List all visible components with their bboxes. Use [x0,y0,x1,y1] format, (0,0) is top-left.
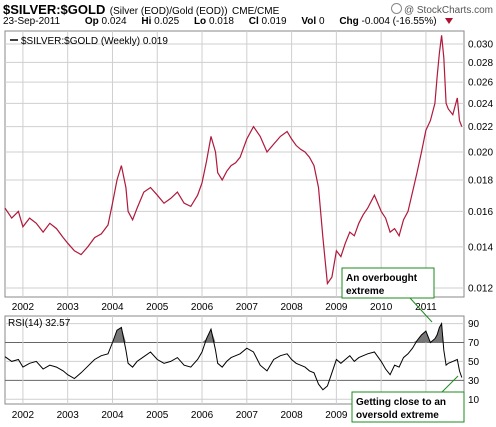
rsi-plot-frame [4,315,465,405]
overbought-line-1: An overbought [346,273,418,284]
title-row: $SILVER:$GOLD (Silver (EOD)/Gold (EOD)) … [3,1,279,19]
cl-label: Cl [248,16,259,27]
symbol-title: $SILVER:$GOLD [3,2,106,17]
price-x-tick: 2008 [280,302,303,313]
ohlc-row: 23-Sep-2011 Op 0.024 Hi 0.025 Lo 0.018 C… [3,16,493,27]
rsi-series-line [4,321,463,391]
chg-label: Chg [339,16,359,27]
price-y-tick: 0.024 [468,99,493,110]
price-y-tick: 0.028 [468,58,493,69]
brand-text: @ StockCharts.com [403,5,493,16]
rsi-x-tick: 2009 [325,410,348,421]
exchange-label: CME/CME [232,6,280,17]
price-x-tick: 2011 [415,302,437,313]
price-y-tick: 0.020 [468,147,493,158]
price-y-tick: 0.016 [468,207,493,218]
rsi-fill-areas [112,323,444,343]
price-legend-text: $SILVER:$GOLD (Weekly) 0.019 [21,36,168,47]
vol-value: 0 [318,16,325,27]
price-y-tick: 0.022 [468,122,493,133]
price-x-tick: 2009 [325,302,348,313]
cl-value: 0.019 [261,16,287,27]
price-x-ticks: 2002 2003 2004 2005 2006 2007 2008 2009 2010 2011 [12,302,437,313]
oversold-arrow [441,375,459,393]
price-y-tick: 0.030 [468,39,493,50]
oversold-line-2: oversold extreme [356,410,439,421]
vol-label: Vol [301,16,317,27]
rsi-x-tick: 2004 [101,410,124,421]
price-x-tick: 2003 [57,302,80,313]
op-label: Op [84,16,99,27]
oversold-annotation: Getting close to an oversold extreme [351,375,465,423]
rsi-y-tick: 70 [468,338,480,349]
overbought-annotation: An overbought extreme [341,267,435,323]
rsi-y-tick: 90 [468,319,480,330]
chart-header: $SILVER:$GOLD (Silver (EOD)/Gold (EOD)) … [3,1,493,31]
rsi-overbought-fill [412,331,431,343]
rsi-overbought-fill [430,323,444,343]
rsi-x-tick: 2006 [191,410,214,421]
price-panel: 0.030 0.028 0.026 0.024 0.022 0.020 0.018 0.016… [4,30,493,298]
lo-label: Lo [193,16,207,27]
lo-value: 0.018 [208,16,234,27]
price-x-tick: 2004 [101,302,124,313]
oversold-box [351,391,465,423]
rsi-panel: 90 70 50 30 10 RSI(14) 32.57 [4,315,480,406]
date-label: 23-Sep-2011 [3,16,61,27]
rsi-x-tick: 2007 [236,410,259,421]
price-x-tick: 2005 [146,302,169,313]
price-x-tick: 2002 [12,302,35,313]
symbol-description: (Silver (EOD)/Gold (EOD)) [109,6,228,17]
rsi-x-tick: 2002 [12,410,35,421]
price-y-tick: 0.026 [468,78,493,89]
price-series-line [4,35,463,286]
rsi-overbought-fill [112,327,126,343]
price-legend: $SILVER:$GOLD (Weekly) 0.019 [10,36,168,47]
brand-mark-icon [390,3,402,14]
down-triangle-icon [444,18,453,25]
price-x-tick: 2006 [191,302,214,313]
price-y-tick: 0.012 [468,283,493,294]
overbought-line-2: extreme [346,286,385,297]
hi-label: Hi [141,16,152,27]
op-value: 0.024 [101,16,127,27]
rsi-x-tick: 2008 [280,410,303,421]
rsi-x-tick: 2005 [146,410,169,421]
rsi-y-tick: 50 [468,357,480,368]
chg-value: -0.004 (-16.55%) [361,16,437,27]
rsi-x-tick: 2003 [57,410,80,421]
price-x-tick: 2007 [236,302,259,313]
brand-logo: @ StockCharts.com [390,2,493,16]
price-y-tick: 0.014 [468,242,493,253]
hi-value: 0.025 [154,16,180,27]
rsi-y-tick: 10 [468,395,480,406]
overbought-box [341,267,435,299]
price-y-tick: 0.018 [468,176,493,187]
rsi-y-tick: 30 [468,376,480,387]
rsi-y-ticks: 90 70 50 30 10 [468,319,480,406]
price-x-tick: 2010 [370,302,393,313]
overbought-arrow [409,297,433,323]
rsi-legend-text: RSI(14) 32.57 [8,318,71,329]
oversold-line-1: Getting close to an [356,397,446,408]
price-y-ticks: 0.030 0.028 0.026 0.024 0.022 0.020 0.018 0.016… [468,39,493,294]
rsi-x-ticks: 2002 2003 2004 2005 2006 2007 2008 2009 [12,410,348,421]
